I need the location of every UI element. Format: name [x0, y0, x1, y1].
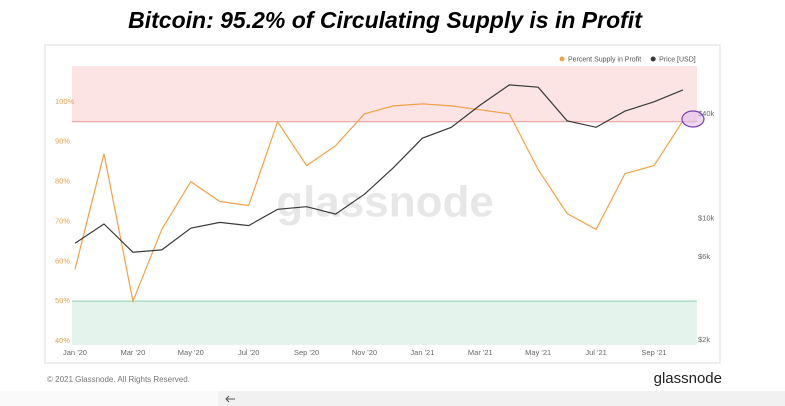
y2-tick-label: $2k	[698, 335, 710, 344]
threshold-band	[72, 301, 697, 345]
back-arrow[interactable]	[225, 395, 235, 403]
y-tick-label: 60%	[55, 256, 70, 265]
legend-label: Price [USD]	[659, 56, 696, 63]
threshold-band	[72, 66, 697, 122]
watermark: glassnode	[276, 178, 494, 227]
y-tick-label: 90%	[55, 137, 70, 146]
x-tick-label: Jul '21	[585, 348, 606, 357]
plot: glassnode 40% 50% 60% 70% 80% 90% 100% $2k $6k $10…	[55, 56, 715, 357]
brand: glassnode	[654, 370, 722, 387]
highlight-ring	[681, 110, 705, 128]
x-tick-label: Jul '20	[238, 348, 259, 357]
legend-marker	[559, 56, 565, 62]
series-line	[74, 103, 684, 304]
y-tick-label: 80%	[55, 177, 70, 186]
x-tick-label: Sep '20	[294, 348, 319, 357]
x-tick-label: May '21	[525, 348, 551, 357]
x-tick-label: Jan '21	[410, 348, 434, 357]
x-tick-label: Mar '20	[121, 348, 146, 357]
copyright: © 2021 Glassnode. All Rights Reserved.	[47, 375, 190, 384]
x-tick-label: May '20	[178, 348, 204, 357]
x-tick-label: Nov '20	[352, 348, 377, 357]
y2-tick-label: $40k	[698, 109, 715, 118]
series-line	[74, 84, 684, 253]
y2-tick-label: $10k	[698, 213, 715, 222]
legend-label: Percent Supply in Profit	[568, 56, 641, 63]
chart-title: Bitcoin: 95.2% of Circulating Supply is …	[128, 7, 643, 33]
y-tick-label: 40%	[55, 336, 70, 345]
y-tick-label: 50%	[55, 296, 70, 305]
x-tick-label: Sep '21	[641, 348, 666, 357]
x-tick-label: Mar '21	[468, 348, 493, 357]
bottom-bar-left	[0, 391, 218, 406]
legend-marker	[650, 56, 656, 62]
y-tick-label: 70%	[55, 216, 70, 225]
y-tick-label: 100%	[55, 97, 75, 106]
y2-tick-label: $6k	[698, 252, 710, 261]
x-tick-label: Jan '20	[63, 348, 87, 357]
